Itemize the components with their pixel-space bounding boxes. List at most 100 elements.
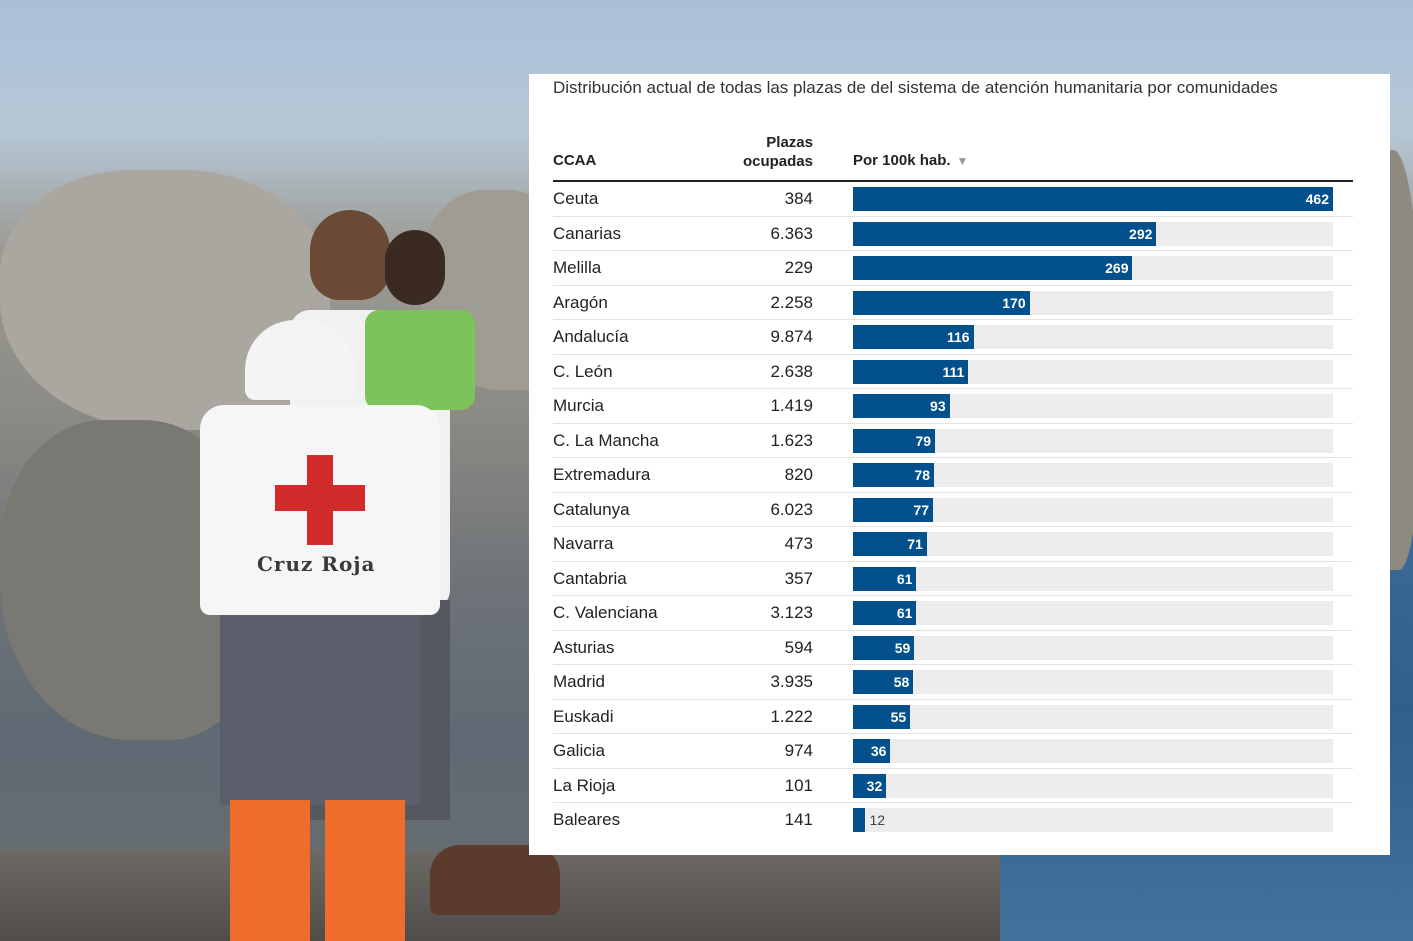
bar (853, 601, 917, 625)
bar-track: 78 (853, 463, 1333, 487)
bar-value-label: 93 (930, 398, 946, 414)
bar (853, 359, 969, 384)
row-name: Navarra (553, 534, 614, 553)
bar-value-label: 77 (913, 501, 929, 518)
row-name: Catalunya (553, 499, 630, 519)
row-name: Canarias (553, 223, 622, 243)
row-plazas: 820 (784, 465, 813, 484)
row-name: La Rioja (553, 775, 616, 795)
bar-track: 58 (853, 670, 1333, 694)
table-row: C. Valenciana 3.123 61 (553, 596, 1353, 631)
row-name: Madrid (553, 672, 605, 691)
bar-track: 55 (853, 704, 1333, 729)
row-plazas: 101 (784, 775, 813, 795)
bar-value-label: 61 (896, 605, 913, 621)
chart-card: Distribución actual de todas las plazas … (529, 74, 1390, 855)
bar (853, 532, 927, 556)
row-plazas: 1.222 (770, 706, 813, 726)
row-name: Cantabria (553, 568, 627, 588)
bar-track: 269 (853, 256, 1333, 280)
row-plazas: 1.419 (770, 396, 813, 415)
bar-value-label: 55 (890, 708, 907, 725)
bar (853, 670, 914, 694)
bar-value-label: 61 (896, 570, 913, 587)
table-row: Ceuta 384 462 (553, 182, 1353, 217)
vest-text: Cruz Roja (257, 552, 376, 576)
person-red-cross-volunteer: Cruz Roja (195, 320, 445, 941)
bar-value-label: 71 (907, 536, 923, 552)
row-name: Baleares (553, 810, 621, 829)
column-header-rate[interactable]: Por 100k hab. ▼ (853, 152, 968, 169)
table-row: C. La Mancha 1.623 79 (553, 424, 1353, 458)
row-name: Andalucía (553, 327, 629, 346)
row-name: Murcia (553, 396, 605, 415)
bar-track: 116 (853, 325, 1333, 349)
table-row: Asturias 594 59 (553, 631, 1353, 665)
bar-track: 71 (853, 532, 1333, 556)
row-plazas: 3.123 (770, 603, 813, 622)
row-plazas: 6.363 (770, 223, 813, 243)
table-row: Baleares 141 12 (553, 803, 1353, 838)
column-header-rate-label: Por 100k hab. (853, 152, 951, 169)
bar (853, 808, 866, 832)
chart-title: Distribución actual de todas las plazas … (553, 78, 1278, 97)
bar-value-label: 79 (915, 432, 932, 449)
row-name: Aragón (553, 292, 608, 312)
bar-track: 79 (853, 428, 1333, 453)
bar (853, 773, 887, 798)
bar (853, 566, 917, 591)
bar-value-label: 170 (1002, 294, 1026, 311)
bar-track: 111 (853, 359, 1333, 384)
row-name: Galicia (553, 741, 605, 760)
bar-value-label: 269 (1105, 260, 1129, 276)
row-name: Extremadura (553, 465, 651, 484)
bar-value-label: 111 (942, 363, 965, 380)
row-plazas: 384 (784, 189, 813, 208)
bar-track: 462 (853, 187, 1333, 211)
bar-track: 77 (853, 497, 1333, 522)
row-plazas: 974 (784, 741, 813, 760)
bar-track: 12 (853, 808, 1333, 832)
bar (853, 428, 936, 453)
row-plazas: 229 (784, 258, 813, 277)
column-header-plazas-line1: Plazas (766, 134, 813, 151)
row-name: Euskadi (553, 706, 614, 726)
bar (853, 256, 1133, 280)
bar-value-label: 116 (946, 329, 970, 345)
bar (853, 290, 1030, 315)
bar-track: 93 (853, 394, 1333, 418)
bar-track: 61 (853, 601, 1333, 625)
row-plazas: 9.874 (770, 327, 813, 346)
bar-track: 292 (853, 221, 1333, 246)
row-plazas: 6.023 (770, 499, 813, 519)
row-name: Asturias (553, 637, 615, 657)
child (365, 230, 475, 430)
table-row: Murcia 1.419 93 (553, 389, 1353, 424)
table-row: C. León 2.638 111 (553, 355, 1353, 389)
table-row: Catalunya 6.023 77 (553, 493, 1353, 527)
row-name: Ceuta (553, 189, 599, 208)
table-row: Galicia 974 36 (553, 734, 1353, 769)
table-row: Euskadi 1.222 55 (553, 700, 1353, 734)
table-row: Andalucía 9.874 116 (553, 320, 1353, 355)
bar-track: 59 (853, 635, 1333, 660)
table-row: Melilla 229 269 (553, 251, 1353, 286)
bar (853, 463, 935, 487)
bar-value-label: 32 (866, 777, 883, 794)
row-name: C. Valenciana (553, 603, 658, 622)
bar-value-label: 58 (893, 674, 910, 690)
row-plazas: 473 (784, 534, 813, 553)
row-name: C. La Mancha (553, 430, 659, 450)
bar-value-label: 292 (1129, 225, 1153, 242)
table-row: La Rioja 101 32 (553, 769, 1353, 803)
row-name: C. León (553, 361, 613, 381)
bar-value-label: 78 (914, 467, 931, 483)
header-rule (553, 180, 1353, 182)
column-header-plazas: Plazas ocupadas (719, 133, 813, 171)
row-plazas: 3.935 (770, 672, 813, 691)
bar-value-label: 59 (894, 639, 911, 656)
row-plazas: 2.638 (770, 361, 813, 381)
bar (853, 394, 950, 418)
sort-descending-icon[interactable]: ▼ (956, 154, 969, 168)
table-row: Extremadura 820 78 (553, 458, 1353, 493)
